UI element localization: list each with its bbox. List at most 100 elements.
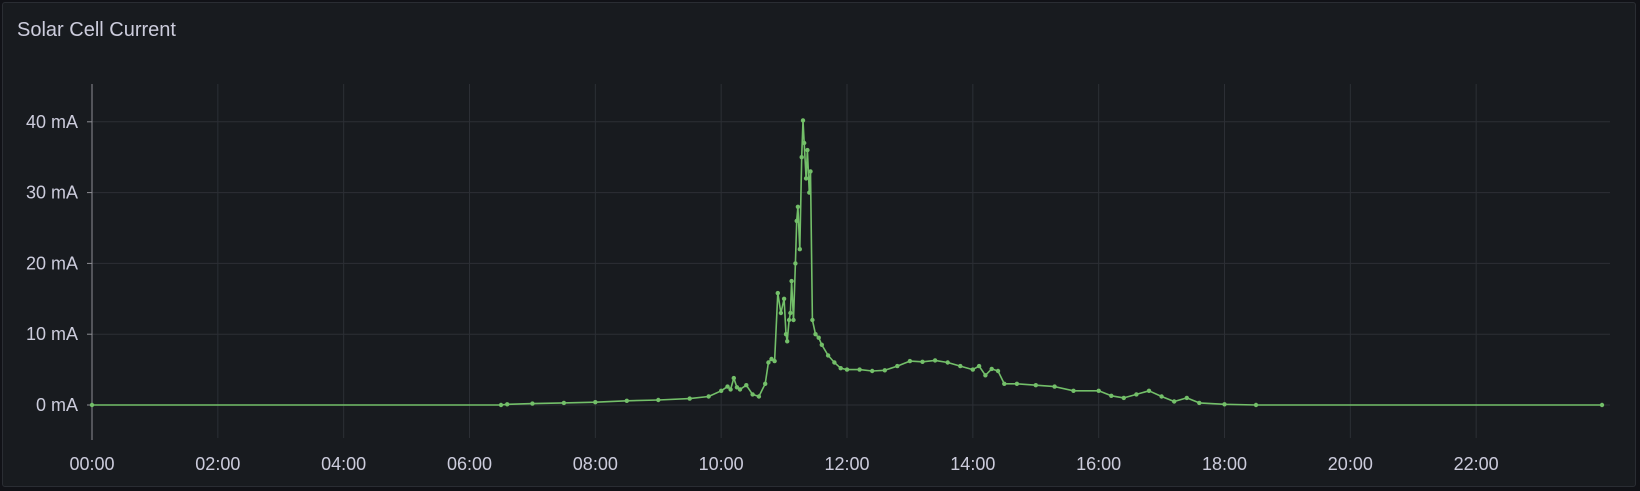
data-point	[1109, 393, 1114, 398]
data-point	[756, 394, 762, 399]
data-point	[744, 383, 749, 388]
data-point	[1033, 383, 1039, 388]
data-point	[769, 356, 774, 362]
data-point	[89, 402, 95, 408]
data-point	[983, 373, 988, 378]
data-point	[844, 367, 850, 372]
data-point	[1159, 394, 1164, 399]
data-point	[1121, 395, 1127, 401]
data-point	[816, 335, 821, 340]
data-point	[706, 394, 711, 399]
data-point	[802, 140, 807, 146]
data-point	[786, 317, 792, 323]
x-tick-label: 02:00	[195, 454, 240, 474]
x-tick-label: 18:00	[1202, 454, 1247, 474]
y-tick-label: 20 mA	[26, 253, 78, 273]
data-point	[593, 400, 598, 405]
data-point	[1253, 402, 1259, 408]
data-point	[958, 363, 963, 369]
data-point	[970, 367, 975, 372]
data-point	[1146, 388, 1152, 393]
data-point	[795, 204, 801, 209]
data-point	[1071, 388, 1076, 393]
axes: 0 mA 10 mA 20 mA 30 mA 40 mA 00:00 02:00 04:00 0…	[26, 84, 1499, 474]
data-point	[725, 384, 730, 389]
data-point	[750, 392, 755, 397]
data-point	[838, 366, 843, 371]
data-point	[800, 118, 806, 123]
data-point	[793, 261, 798, 266]
y-tick-label: 40 mA	[26, 112, 78, 132]
data-point	[825, 353, 831, 358]
data-point	[1599, 402, 1605, 408]
data-point	[791, 317, 796, 323]
data-point	[1002, 381, 1007, 386]
data-point	[808, 169, 813, 174]
y-tick-label: 30 mA	[26, 183, 78, 203]
data-point	[775, 290, 780, 296]
data-point	[772, 358, 777, 364]
data-point	[1222, 402, 1227, 407]
data-point	[561, 400, 567, 406]
data-point	[766, 360, 771, 365]
data-point	[624, 398, 629, 403]
data-point	[907, 358, 913, 364]
data-point	[832, 360, 837, 365]
data-point	[807, 190, 812, 195]
data-point	[794, 218, 799, 224]
data-point	[989, 366, 994, 372]
data-point	[1197, 400, 1202, 406]
y-tick-label: 10 mA	[26, 324, 78, 344]
series-layer	[89, 118, 1605, 408]
data-point	[778, 310, 784, 316]
data-point	[789, 278, 794, 284]
data-point	[763, 381, 768, 386]
data-point	[895, 363, 900, 369]
data-point	[734, 385, 740, 390]
x-tick-label: 08:00	[573, 454, 618, 474]
data-point	[1172, 399, 1177, 404]
x-tick-label: 16:00	[1076, 454, 1121, 474]
data-point	[813, 332, 818, 337]
data-point	[882, 368, 887, 373]
panel-title: Solar Cell Current	[17, 19, 176, 41]
data-point	[781, 296, 787, 301]
data-point	[731, 375, 736, 381]
data-point	[1014, 381, 1020, 386]
data-point	[1184, 395, 1190, 401]
data-point	[728, 387, 733, 392]
data-point	[1096, 388, 1101, 393]
x-tick-label: 00:00	[69, 454, 114, 474]
data-point	[785, 339, 790, 344]
data-point	[1052, 384, 1057, 389]
data-point	[1134, 392, 1139, 397]
data-point	[687, 396, 692, 401]
x-tick-label: 20:00	[1328, 454, 1373, 474]
data-point	[799, 155, 804, 160]
data-point	[819, 342, 824, 347]
data-point	[995, 368, 1001, 374]
data-point	[498, 402, 504, 408]
x-tick-label: 22:00	[1454, 454, 1499, 474]
data-point	[656, 397, 661, 403]
grid-lines	[92, 84, 1610, 438]
x-tick-label: 04:00	[321, 454, 366, 474]
data-point	[783, 332, 789, 337]
data-point	[805, 147, 810, 153]
data-point	[810, 317, 815, 323]
x-tick-label: 06:00	[447, 454, 492, 474]
y-tick-label: 0 mA	[36, 395, 78, 415]
data-point	[797, 247, 802, 252]
data-point	[530, 401, 535, 406]
data-point	[788, 310, 793, 316]
data-point	[857, 367, 862, 372]
x-tick-label: 10:00	[699, 454, 744, 474]
data-point	[505, 402, 510, 407]
data-point	[920, 359, 925, 364]
data-point	[870, 368, 875, 374]
data-point	[945, 360, 950, 365]
data-point	[976, 363, 982, 369]
x-tick-label: 14:00	[950, 454, 995, 474]
